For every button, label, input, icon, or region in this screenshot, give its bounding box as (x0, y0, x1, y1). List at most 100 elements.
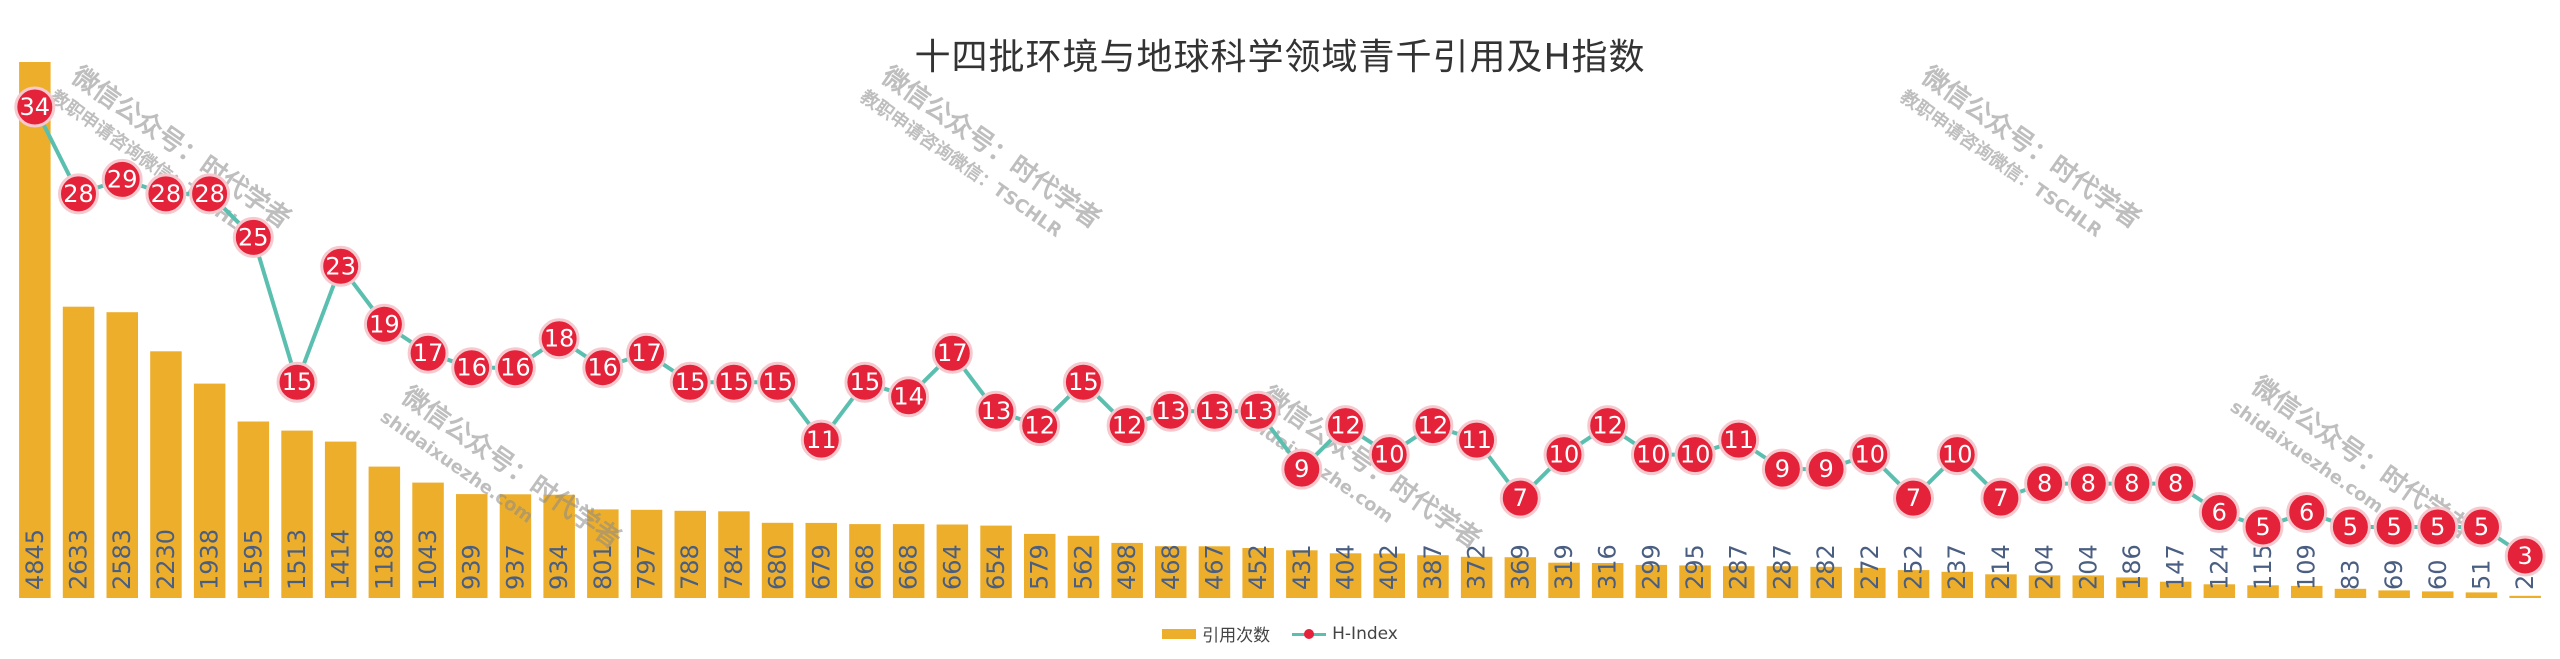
bar-citations-54 (2334, 588, 2367, 598)
bar-value-label-36: 319 (1550, 544, 1578, 590)
h-index-point-55 (2373, 506, 2415, 548)
bar-value-label-10: 1043 (414, 529, 442, 590)
bar-value-label-51: 124 (2205, 544, 2233, 590)
chart-title: 十四批环境与地球科学领域青千引用及H指数 (914, 37, 1646, 78)
bar-value-label-55: 69 (2380, 559, 2408, 590)
bar-citations-57 (2465, 592, 2498, 598)
bar-value-label-47: 204 (2031, 544, 2059, 590)
h-index-label-27: 13 (1156, 397, 1187, 425)
bar-citations-29 (1242, 548, 1274, 598)
h-index-label-49: 8 (2124, 470, 2139, 498)
bar-citations-41 (1766, 566, 1799, 598)
h-index-label-14: 16 (588, 354, 619, 382)
bar-value-label-22: 664 (938, 544, 966, 590)
bar-citations-1 (19, 62, 51, 598)
h-index-label-18: 15 (762, 368, 793, 396)
bar-citations-40 (1723, 566, 1755, 598)
h-index-point-47 (2024, 463, 2066, 505)
bar-value-label-3: 2583 (108, 529, 136, 590)
h-index-point-38 (1630, 434, 1672, 476)
bar-value-label-46: 214 (1987, 544, 2015, 590)
bar-value-label-23: 654 (982, 544, 1010, 590)
h-index-point-12 (494, 347, 536, 389)
bar-citations-14 (587, 509, 619, 598)
bar-citations-58 (2509, 595, 2541, 598)
bar-value-label-57: 51 (2468, 559, 2496, 590)
bar-value-label-44: 252 (1900, 544, 1928, 590)
h-index-label-25: 15 (1068, 368, 1099, 396)
h-index-point-48 (2067, 463, 2109, 505)
h-index-point-22 (931, 332, 973, 374)
bar-citations-28 (1198, 546, 1231, 598)
bar-value-label-38: 299 (1637, 544, 1665, 590)
h-index-label-32: 10 (1374, 441, 1405, 469)
h-index-label-34: 11 (1461, 426, 1492, 454)
bar-value-label-53: 109 (2293, 544, 2321, 590)
h-index-point-42 (1805, 448, 1847, 490)
h-index-label-54: 5 (2343, 513, 2358, 541)
h-index-point-40 (1718, 419, 1760, 461)
bar-value-label-4: 2230 (152, 529, 180, 590)
legend: 引用次数 H-Index (0, 621, 2560, 646)
bar-citations-9 (368, 466, 401, 598)
bar-citations-53 (2291, 585, 2323, 598)
bar-citations-35 (1504, 557, 1537, 598)
h-index-label-5: 28 (194, 180, 225, 208)
bar-value-label-20: 668 (851, 544, 879, 590)
h-index-label-9: 19 (369, 310, 400, 338)
h-index-label-7: 15 (282, 368, 313, 396)
bar-value-label-52: 115 (2249, 544, 2277, 590)
bar-citations-47 (2028, 575, 2061, 598)
h-index-line (33, 106, 2527, 558)
h-index-label-24: 12 (1024, 412, 1055, 440)
bar-citations-30 (1286, 550, 1318, 598)
bar-value-label-19: 679 (807, 544, 835, 590)
h-index-point-56 (2417, 506, 2459, 548)
h-index-label-51: 6 (2212, 499, 2227, 527)
legend-item-citations[interactable]: 引用次数 (1162, 621, 1270, 646)
bar-citations-44 (1897, 570, 1930, 598)
h-index-label-31: 12 (1330, 412, 1361, 440)
bar-value-label-42: 282 (1812, 544, 1840, 590)
bar-citations-4 (150, 351, 182, 598)
bar-value-label-15: 797 (633, 544, 661, 590)
bar-citations-38 (1635, 564, 1668, 598)
h-index-point-49 (2111, 463, 2153, 505)
h-index-label-15: 17 (631, 339, 662, 367)
h-index-point-34 (1456, 419, 1498, 461)
bar-citations-56 (2422, 591, 2454, 598)
bar-citations-15 (630, 509, 663, 598)
bar-citations-48 (2072, 575, 2104, 598)
bar-citations-13 (543, 494, 575, 598)
bar-citations-50 (2159, 581, 2192, 598)
bar-value-label-5: 1938 (196, 529, 224, 590)
h-index-point-6 (232, 216, 274, 258)
bar-value-label-11: 939 (458, 544, 486, 590)
h-index-point-19 (800, 419, 842, 461)
h-index-label-40: 11 (1723, 426, 1754, 454)
h-index-label-47: 8 (2037, 470, 2052, 498)
h-index-label-26: 12 (1112, 412, 1143, 440)
h-index-point-44 (1893, 477, 1934, 519)
bar-citations-18 (761, 522, 794, 598)
watermark-line-1: 微信公众号：时代学者 (1915, 60, 2147, 235)
h-index-point-15 (626, 332, 667, 374)
h-index-label-28: 13 (1199, 397, 1230, 425)
bar-citations-8 (324, 441, 357, 598)
bar-citations-16 (674, 510, 706, 598)
bar-citations-51 (2203, 584, 2236, 598)
h-index-point-3 (101, 158, 143, 200)
legend-item-h-index[interactable]: H-Index (1292, 621, 1398, 646)
bar-citations-22 (936, 524, 969, 598)
bar-citations-33 (1417, 555, 1449, 598)
h-index-label-50: 8 (2168, 470, 2183, 498)
h-index-label-35: 7 (1513, 484, 1528, 512)
h-index-point-32 (1368, 434, 1410, 476)
bar-value-label-27: 468 (1157, 544, 1185, 590)
bar-value-label-30: 431 (1288, 544, 1316, 590)
h-index-point-17 (713, 361, 755, 403)
h-index-point-54 (2329, 506, 2371, 548)
h-index-label-13: 18 (544, 325, 575, 353)
bar-citations-27 (1155, 546, 1187, 598)
bar-value-label-28: 467 (1201, 544, 1229, 590)
